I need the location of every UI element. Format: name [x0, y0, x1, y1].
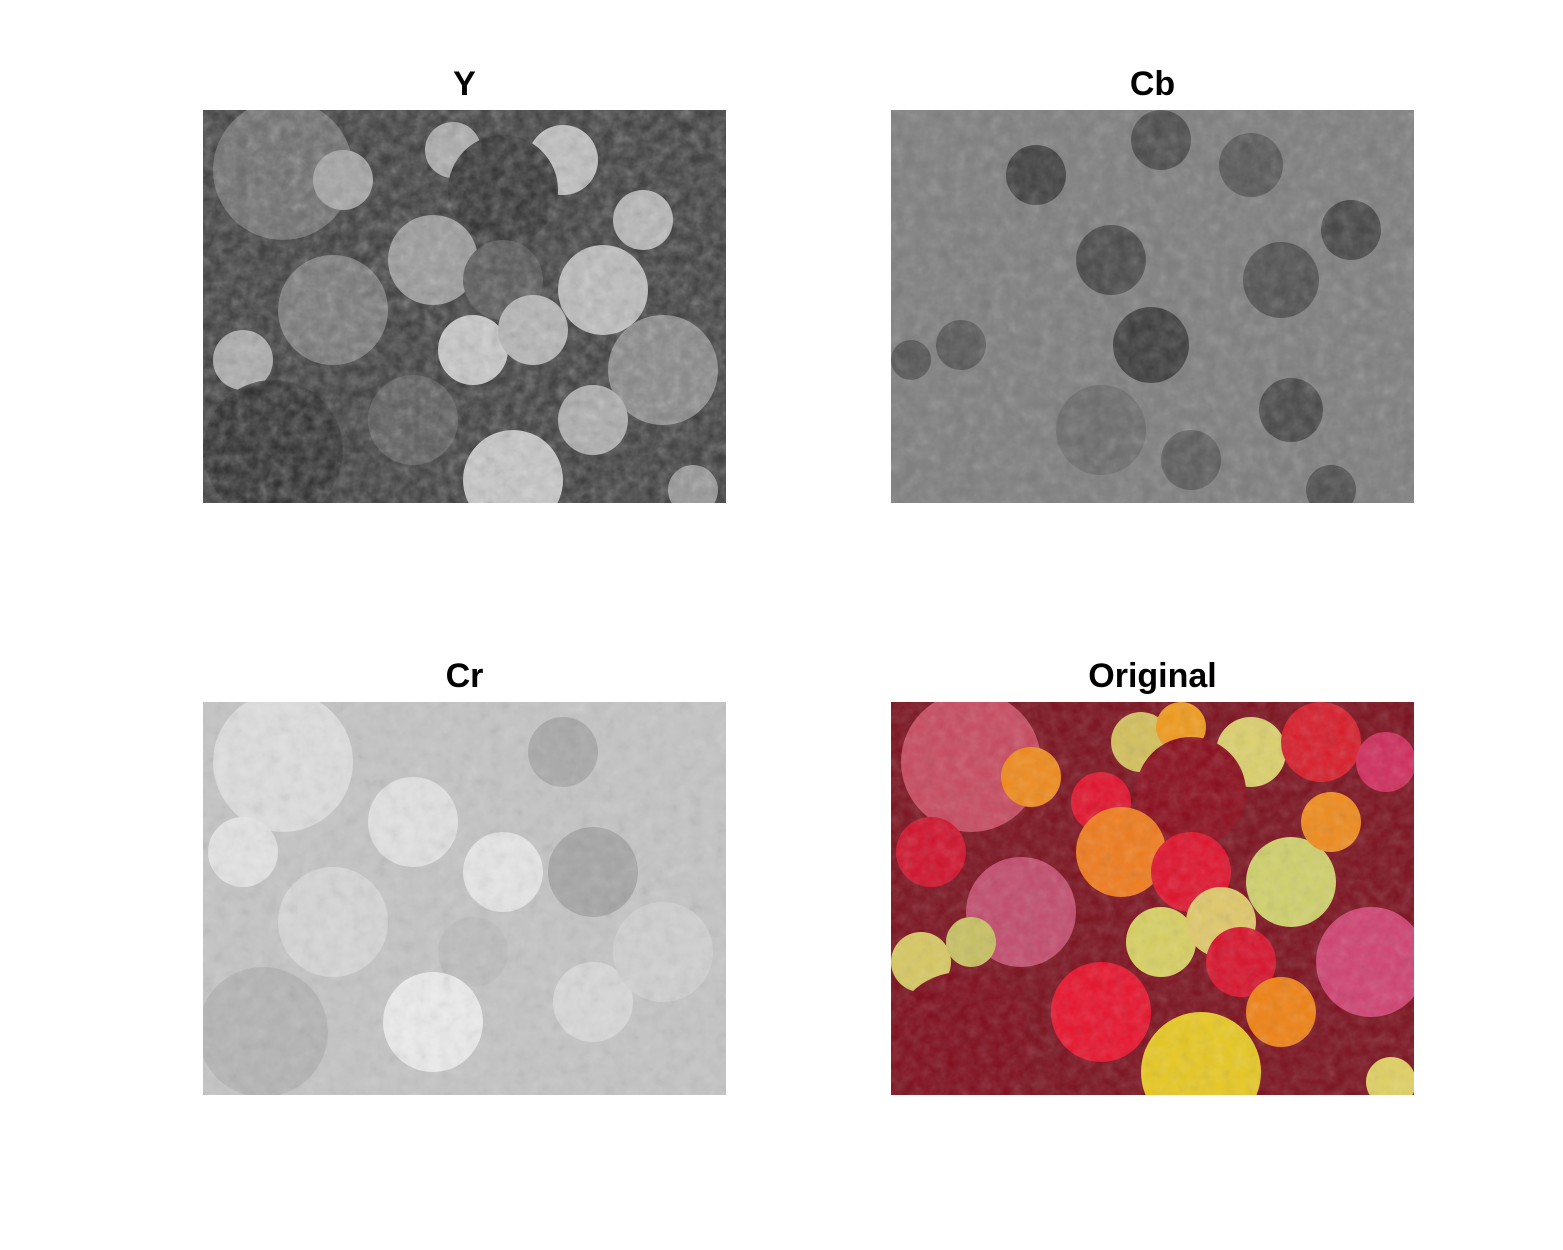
panel-title-cb: Cb	[1129, 65, 1176, 103]
cr-channel-image	[203, 702, 726, 1095]
panel-title-cr: Cr	[445, 657, 484, 695]
original-color-image	[891, 702, 1414, 1095]
panel-title-original: Original	[1088, 657, 1217, 695]
y-channel-image	[203, 110, 726, 503]
cb-channel-image	[891, 110, 1414, 503]
panel-title-y: Y	[453, 65, 476, 103]
